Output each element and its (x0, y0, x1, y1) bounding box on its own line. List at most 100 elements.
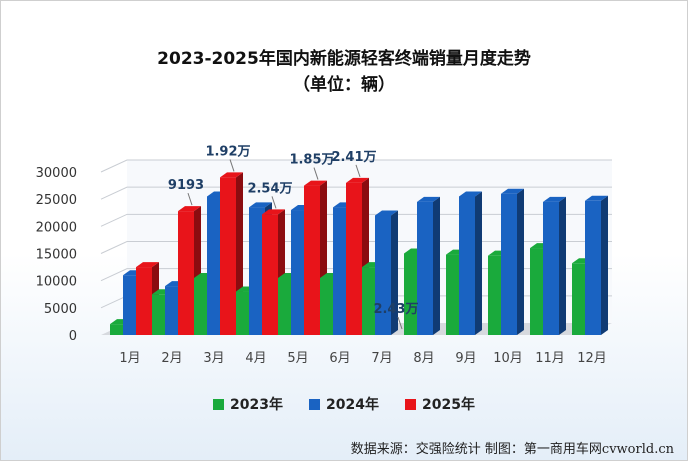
y-tick-label: 0 (69, 329, 77, 344)
data-label: 2.54万 (247, 181, 292, 196)
y-tick-label: 15000 (36, 248, 77, 263)
bar-front (207, 196, 223, 335)
gridline (100, 241, 612, 254)
bar-front (165, 286, 181, 335)
bar-top (417, 196, 440, 202)
data-label-leader (271, 196, 277, 209)
chart-title: 2023-2025年国内新能源轻客终端销量月度走势 (157, 49, 531, 69)
bar-top (249, 202, 272, 208)
bar-top (585, 195, 608, 201)
bar-side (559, 196, 566, 335)
bar-top (178, 206, 201, 212)
bar-front (249, 207, 265, 335)
y-tick-label: 10000 (36, 275, 77, 290)
legend-item-2025: 2025年 (404, 394, 475, 414)
x-tick-label: 8月 (413, 351, 434, 366)
legend-label-2024: 2024年 (326, 397, 379, 413)
bar-front (572, 263, 588, 335)
bar-top (543, 196, 566, 202)
gridline (100, 213, 612, 227)
x-tick-label: 6月 (329, 351, 350, 366)
bar-front (320, 277, 336, 335)
legend-item-2023: 2023年 (213, 394, 283, 414)
data-label-leader (397, 316, 403, 330)
x-tick-label: 1月 (119, 351, 140, 366)
x-tick-label: 5月 (287, 351, 308, 366)
bar-top (304, 180, 327, 186)
chart-subtitle: （单位：辆） (293, 75, 395, 95)
source-note: 数据来源：交强险统计 制图：第一商用车网cvworld.cn (350, 442, 674, 457)
bar-2024年-11月 (543, 196, 566, 335)
x-tick-label: 12月 (577, 351, 607, 366)
bar-front (530, 248, 546, 335)
bar-top (220, 172, 243, 178)
x-tick-label: 10月 (493, 351, 523, 366)
bar-top (136, 262, 159, 268)
x-tick-label: 3月 (203, 351, 224, 366)
data-label: 2.43万 (373, 302, 418, 317)
gridline (100, 186, 612, 200)
chart-legend: 2023年 2024年 2025年 (0, 394, 688, 414)
x-tick-label: 11月 (535, 351, 565, 366)
bar-front (543, 201, 559, 335)
x-tick-label: 7月 (371, 351, 392, 366)
data-label: 9193 (168, 178, 204, 193)
bar-front (417, 201, 433, 335)
bar-side (433, 196, 440, 335)
bar-side (517, 188, 524, 335)
legend-item-2024: 2024年 (309, 394, 379, 414)
bar-2024年-10月 (501, 188, 524, 335)
bar-front (262, 214, 278, 335)
bar-front (152, 294, 168, 335)
legend-swatch-2024 (309, 398, 321, 410)
legend-label-2023: 2023年 (230, 397, 284, 413)
bar-front (333, 207, 349, 335)
gridline (100, 159, 612, 173)
bar-front (585, 200, 601, 335)
data-label-leader (355, 164, 361, 178)
bar-top (459, 191, 482, 197)
bar-top (501, 188, 524, 194)
bar-top (262, 209, 285, 215)
bar-2024年-9月 (459, 191, 482, 335)
y-tick-label: 20000 (36, 220, 77, 235)
bar-front (220, 177, 236, 335)
data-label: 2.41万 (331, 150, 376, 165)
bar-front (488, 255, 504, 335)
bar-top (346, 177, 369, 183)
bar-side (391, 210, 398, 335)
bar-front (123, 275, 139, 335)
bar-side (601, 195, 608, 335)
bar-top (375, 210, 398, 216)
bar-front (278, 277, 294, 335)
data-label-leader (229, 159, 235, 172)
bar-front (110, 324, 126, 335)
bar-front (459, 196, 475, 335)
bar-front (362, 267, 378, 335)
bar-2024年-7月 (375, 210, 398, 335)
bar-2024年-12月 (585, 195, 608, 335)
bar-front (304, 185, 320, 335)
bar-front (236, 291, 252, 335)
bar-front (346, 182, 362, 335)
legend-label-2025: 2025年 (421, 397, 475, 413)
bar-front (375, 215, 391, 335)
bar-front (446, 254, 462, 335)
legend-swatch-2023 (213, 398, 225, 410)
bar-front (194, 277, 210, 335)
y-tick-label: 5000 (44, 302, 77, 317)
bar-side (475, 191, 482, 335)
bar-front (291, 210, 307, 335)
bar-front (501, 193, 517, 335)
bar-front (136, 267, 152, 335)
data-label-leader (313, 167, 319, 180)
legend-swatch-2025 (404, 398, 416, 410)
x-tick-label: 9月 (455, 351, 476, 366)
data-label: 1.92万 (205, 144, 250, 159)
x-tick-label: 2月 (161, 351, 182, 366)
bar-front (404, 253, 420, 335)
data-label: 1.85万 (289, 153, 334, 168)
data-label-leader (187, 192, 193, 206)
x-tick-label: 4月 (245, 351, 266, 366)
